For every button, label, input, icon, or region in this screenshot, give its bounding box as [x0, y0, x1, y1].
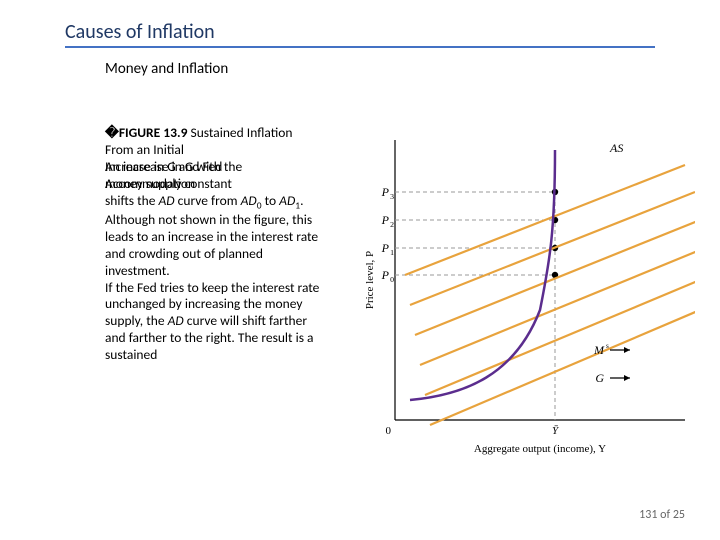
figure-label: �FIGURE 13.9 [105, 124, 187, 141]
svg-text:0: 0 [390, 275, 394, 284]
svg-text:P: P [381, 185, 390, 199]
svg-text:2: 2 [390, 220, 394, 229]
svg-text:M: M [593, 343, 605, 357]
economics-diagram: 0 Price level, P Aggregate output (income)… [355, 120, 695, 470]
svg-text:0: 0 [386, 425, 392, 437]
page-number: 131 of 25 [639, 508, 685, 522]
svg-text:P: P [381, 213, 390, 227]
figure-body: shifts the AD curve from AD0 to AD1. Alt… [105, 192, 319, 364]
page-subtitle: Money and Inflation [105, 60, 228, 78]
svg-text:3: 3 [390, 192, 394, 201]
overlay-line-1: Increase in G and Fed [105, 158, 222, 175]
overlay-line-2: Accommodation [105, 175, 195, 192]
svg-text:1: 1 [390, 248, 394, 257]
svg-text:P: P [381, 268, 390, 282]
svg-text:P: P [381, 241, 390, 255]
svg-text:Price level, P: Price level, P [364, 251, 376, 309]
svg-text:G: G [595, 371, 604, 385]
page-title: Causes of Inflation [65, 20, 655, 48]
svg-text:s: s [606, 342, 609, 350]
svg-text:AS: AS [609, 141, 623, 155]
svg-text:Aggregate output (income), Y: Aggregate output (income), Y [474, 443, 606, 455]
svg-text:Ȳ: Ȳ [552, 425, 560, 437]
